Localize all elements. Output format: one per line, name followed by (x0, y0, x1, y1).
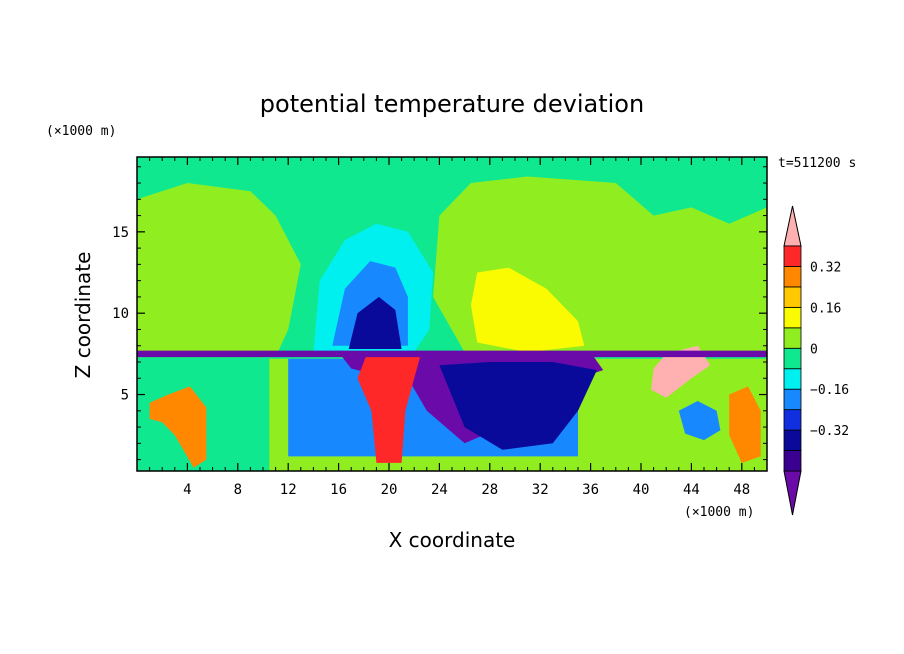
y-axis: 5 10 15 (112, 166, 767, 461)
x-tick-label: 40 (633, 482, 650, 498)
chart-title: potential temperature deviation (260, 90, 644, 118)
y-tick-label: 15 (112, 225, 129, 241)
colorbar-band (783, 409, 802, 431)
x-tick-label: 36 (582, 482, 599, 498)
contour-region (348, 296, 402, 349)
x-tick-label: 8 (234, 482, 242, 498)
colorbar-band (783, 429, 802, 451)
contour-region (357, 355, 421, 463)
colorbar-band (783, 388, 802, 411)
x-tick-label: 44 (683, 482, 700, 498)
y-tick-label: 10 (112, 306, 129, 322)
contour-region (729, 386, 761, 463)
field-layer (137, 157, 767, 471)
x-axis: 4 8 12 16 20 24 28 32 36 40 44 48 (149, 157, 755, 498)
colorbar-band (783, 245, 802, 267)
colorbar-band (783, 266, 802, 288)
x-tick-label: 24 (431, 482, 448, 498)
contour-region (149, 386, 207, 468)
x-tick-label: 20 (381, 482, 398, 498)
colorbar-tick-label: 0.32 (810, 260, 841, 275)
colorbar-band (783, 368, 802, 390)
y-axis-label: Z coordinate (71, 252, 95, 379)
y-tick-label: 5 (121, 388, 129, 404)
colorbar-band (783, 347, 802, 370)
colorbar-tick-label: −0.16 (810, 383, 849, 398)
colorbar-min-arrow (783, 470, 802, 516)
colorbar-band (783, 286, 802, 308)
x-tick-label: 32 (532, 482, 549, 498)
x-tick-label: 48 (733, 482, 750, 498)
x-tick-label: 12 (280, 482, 297, 498)
contour-region (137, 183, 301, 358)
x-unit-label: (×1000 m) (684, 505, 754, 520)
contour-region (439, 362, 597, 450)
colorbar: 0.32 0.16 0 −0.16 −0.32 (783, 205, 849, 516)
x-tick-label: 16 (330, 482, 347, 498)
contour-region (137, 350, 767, 358)
colorbar-band (783, 450, 802, 472)
colorbar-band (783, 327, 802, 349)
time-label: t=511200 s (778, 156, 856, 171)
x-tick-label: 4 (183, 482, 191, 498)
colorbar-tick-label: −0.32 (810, 424, 849, 439)
colorbar-max-arrow (783, 205, 802, 247)
x-tick-label: 28 (481, 482, 498, 498)
contour-region (470, 267, 585, 353)
contour-region (678, 401, 721, 441)
y-unit-label: (×1000 m) (46, 124, 116, 139)
colorbar-tick-label: 0 (810, 342, 818, 357)
colorbar-tick-label: 0.16 (810, 301, 841, 316)
contour-region (651, 345, 711, 398)
x-axis-label: X coordinate (389, 528, 516, 552)
colorbar-band (783, 306, 802, 329)
